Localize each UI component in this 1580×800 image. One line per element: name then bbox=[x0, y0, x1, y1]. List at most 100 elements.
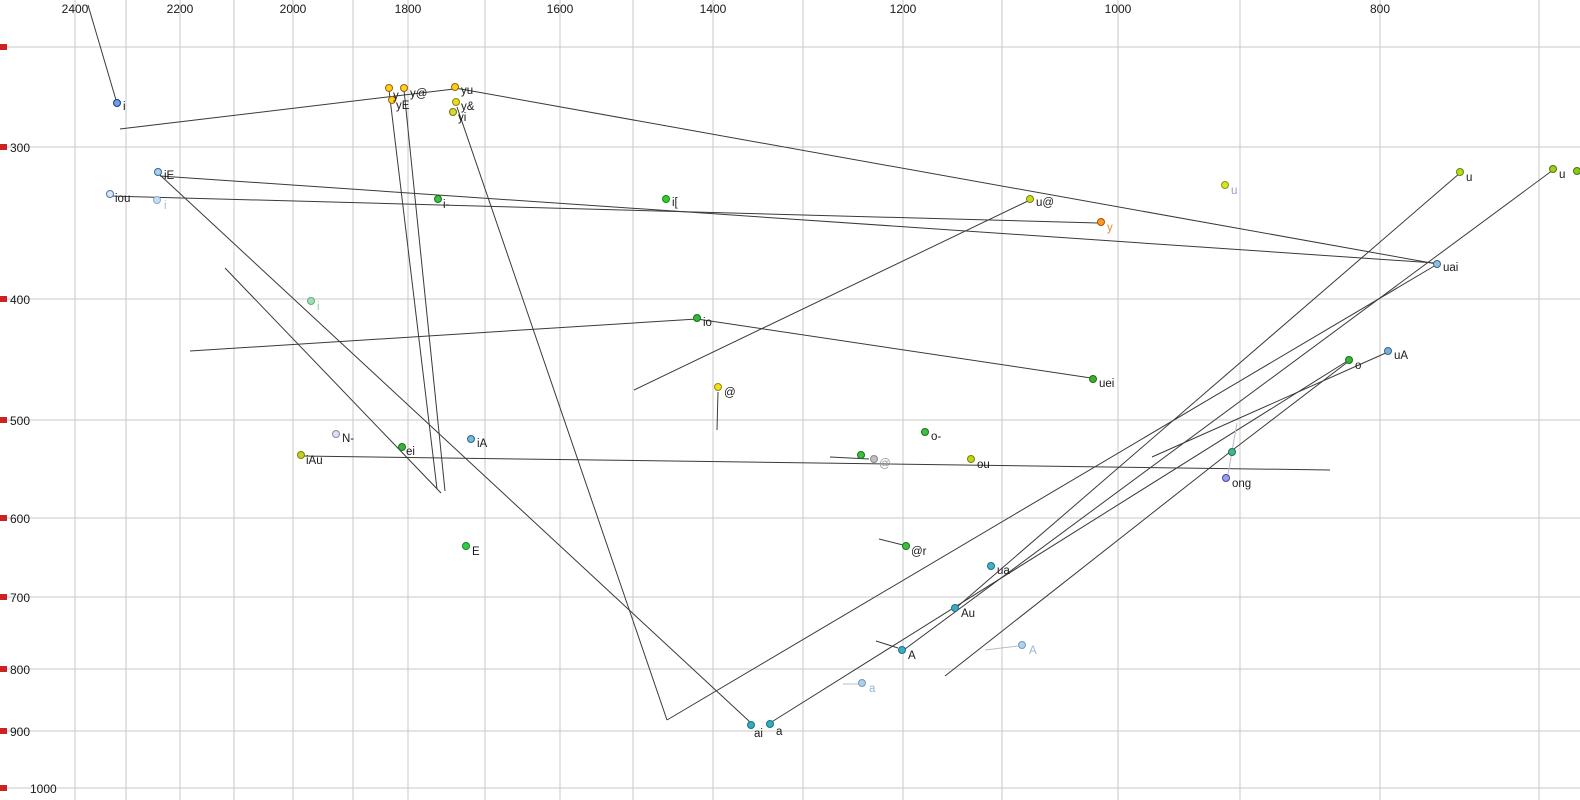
point-label: iAu bbox=[306, 455, 323, 467]
y-axis-tick-label: 500 bbox=[10, 414, 30, 428]
y-axis-red-tick bbox=[0, 44, 7, 50]
trajectory-line bbox=[984, 645, 1019, 651]
data-point bbox=[1097, 218, 1105, 226]
point-label: iA bbox=[477, 438, 488, 450]
data-point bbox=[1018, 641, 1026, 649]
point-label: ai bbox=[754, 728, 763, 740]
point-label: i[ bbox=[672, 197, 679, 209]
x-axis-tick-label: 1200 bbox=[890, 2, 917, 16]
data-point bbox=[307, 297, 315, 305]
trajectory-line bbox=[109, 195, 1099, 224]
point-label: ong bbox=[1232, 478, 1251, 490]
point-label: a bbox=[776, 726, 783, 738]
point-label: E bbox=[472, 546, 480, 558]
trajectory-line bbox=[875, 640, 899, 649]
data-point bbox=[967, 455, 975, 463]
y-axis-red-tick bbox=[0, 417, 7, 423]
point-label: @ bbox=[724, 387, 736, 399]
point-label: @ bbox=[879, 458, 891, 470]
point-label: Au bbox=[961, 608, 975, 620]
trajectory-line bbox=[769, 359, 1350, 724]
y-axis-tick-label: 800 bbox=[10, 663, 30, 677]
x-axis-tick-label: 2200 bbox=[167, 2, 194, 16]
y-axis-red-tick bbox=[0, 144, 7, 150]
point-label: u bbox=[1559, 169, 1565, 181]
data-point bbox=[987, 562, 995, 570]
trajectory-line bbox=[904, 169, 1554, 650]
y-axis-red-tick bbox=[0, 594, 7, 600]
point-label: ou bbox=[977, 459, 990, 471]
data-point bbox=[1228, 448, 1236, 456]
y-axis-tick-label: 900 bbox=[10, 725, 30, 739]
point-label: @r bbox=[911, 546, 927, 558]
data-point bbox=[1549, 165, 1557, 173]
data-point bbox=[1026, 195, 1034, 203]
point-label: ei bbox=[406, 446, 415, 458]
point-label: i bbox=[317, 301, 320, 313]
data-point bbox=[434, 195, 442, 203]
point-label: u bbox=[1231, 185, 1237, 197]
y-axis-tick-label: 600 bbox=[10, 512, 30, 526]
point-label: i bbox=[123, 101, 126, 113]
data-point bbox=[113, 99, 121, 107]
trajectory-line bbox=[189, 318, 698, 352]
y-axis-red-tick bbox=[0, 515, 7, 521]
point-label: iou bbox=[115, 193, 130, 205]
trajectory-line bbox=[716, 391, 719, 431]
point-label: u@ bbox=[1036, 197, 1054, 209]
data-point bbox=[1345, 356, 1353, 364]
point-label: uai bbox=[1443, 262, 1458, 274]
data-point bbox=[154, 168, 162, 176]
point-label: o- bbox=[931, 431, 941, 443]
point-label: uei bbox=[1099, 378, 1114, 390]
point-label: yE bbox=[396, 100, 410, 112]
trajectory-line bbox=[956, 172, 1461, 608]
trajectory-line bbox=[1151, 351, 1389, 458]
data-point bbox=[766, 720, 774, 728]
data-point bbox=[332, 430, 340, 438]
data-point bbox=[385, 84, 393, 92]
x-axis-tick-label: 2400 bbox=[62, 2, 89, 16]
data-point bbox=[951, 604, 959, 612]
point-label: i bbox=[164, 200, 167, 212]
y-axis-red-tick bbox=[0, 666, 7, 672]
data-point bbox=[1089, 375, 1097, 383]
data-point bbox=[1222, 474, 1230, 482]
y-axis-red-tick bbox=[0, 728, 7, 734]
data-point bbox=[747, 721, 755, 729]
data-point bbox=[467, 435, 475, 443]
x-axis-tick-label: 1800 bbox=[395, 2, 422, 16]
data-point bbox=[870, 455, 878, 463]
point-label: yu bbox=[461, 85, 473, 97]
data-point bbox=[1433, 260, 1441, 268]
point-label: u bbox=[1466, 172, 1472, 184]
point-label: A bbox=[908, 650, 916, 662]
point-label: y bbox=[393, 90, 399, 102]
data-point bbox=[902, 542, 910, 550]
point-label: yi bbox=[458, 112, 466, 124]
data-point bbox=[398, 443, 406, 451]
trajectory-line bbox=[456, 106, 668, 721]
data-point bbox=[858, 679, 866, 687]
data-point bbox=[1221, 181, 1229, 189]
data-point bbox=[921, 428, 929, 436]
point-label: iE bbox=[164, 170, 175, 182]
data-point bbox=[1573, 167, 1580, 175]
data-point bbox=[297, 451, 305, 459]
y-axis-tick-label: 400 bbox=[10, 293, 30, 307]
x-axis-tick-label: 800 bbox=[1370, 2, 1390, 16]
y-axis-red-tick bbox=[0, 296, 7, 302]
data-point bbox=[449, 108, 457, 116]
y-axis-red-tick bbox=[0, 785, 7, 791]
data-point bbox=[1456, 168, 1464, 176]
point-label: io bbox=[703, 317, 712, 329]
trajectory-line bbox=[159, 174, 751, 723]
trajectory-line bbox=[388, 89, 438, 490]
x-axis-tick-label: 1400 bbox=[700, 2, 727, 16]
trajectory-line bbox=[696, 318, 1092, 379]
data-point bbox=[693, 314, 701, 322]
trajectory-line bbox=[633, 199, 1031, 391]
point-label: A bbox=[1029, 645, 1037, 657]
data-point bbox=[452, 98, 460, 106]
